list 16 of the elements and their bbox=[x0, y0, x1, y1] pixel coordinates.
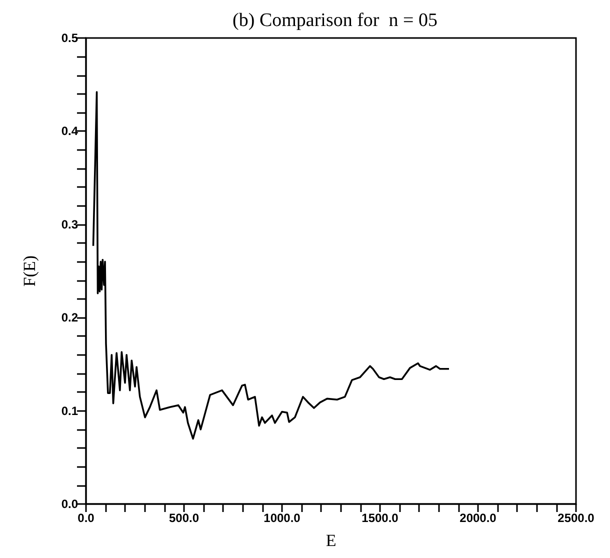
y-tick-label: 0.0 bbox=[61, 497, 78, 511]
x-tick-label: 1000.0 bbox=[264, 511, 301, 525]
x-axis-title: E bbox=[326, 531, 336, 550]
chart-title: (b) Comparison for n = 05 bbox=[232, 10, 438, 31]
y-tick-label: 0.5 bbox=[61, 31, 78, 45]
y-tick-label: 0.1 bbox=[61, 404, 78, 418]
x-tick-label: 500.0 bbox=[168, 511, 200, 525]
x-tick-label: 0.0 bbox=[78, 511, 95, 525]
line-series bbox=[92, 91, 450, 440]
y-tick-label: 0.3 bbox=[61, 217, 78, 232]
x-tick-label: 2500.0 bbox=[558, 511, 595, 525]
x-tick-label: 2000.0 bbox=[460, 511, 497, 525]
y-tick-label: 0.4 bbox=[61, 124, 78, 138]
y-axis-title: F(E) bbox=[20, 255, 39, 287]
y-tick-label: 0.2 bbox=[61, 310, 78, 325]
x-tick-label: 1500.0 bbox=[362, 511, 399, 525]
